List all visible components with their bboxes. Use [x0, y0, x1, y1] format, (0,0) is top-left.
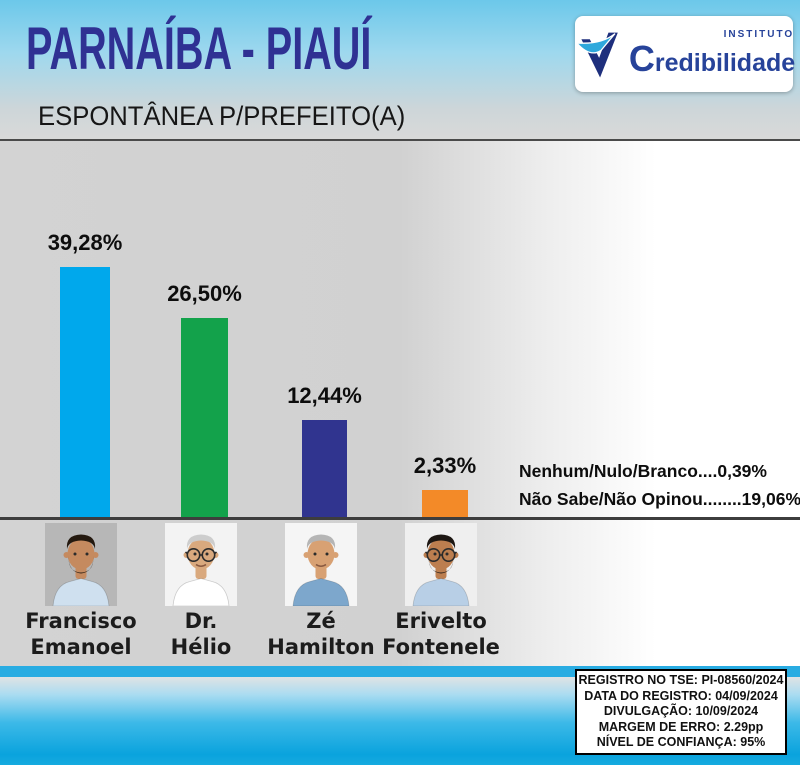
candidate-photo-3 — [405, 523, 477, 606]
logo-checkmark-icon — [573, 27, 629, 85]
candidate-name-line: Dr. — [184, 609, 218, 633]
candidate-avatar-icon — [405, 523, 477, 606]
bar-value-label-1: 26,50% — [167, 281, 242, 306]
tse-release-date-line: DIVULGAÇÃO: 10/09/2024 — [603, 704, 759, 719]
candidate-name-line: Zé — [306, 609, 336, 633]
tse-margin-line: MARGEM DE ERRO: 2.29pp — [598, 719, 764, 734]
candidate-name-line: Erivelto — [395, 609, 487, 633]
bar-2 — [302, 420, 347, 517]
tse-registration-box: REGISTRO NO TSE: PI-08560/2024 DATA DO R… — [575, 669, 787, 755]
candidate-name-0: Francisco Emanoel — [6, 608, 156, 660]
page-title: PARNAÍBA - PIAUÍ — [26, 15, 372, 82]
bar-1 — [181, 318, 228, 517]
candidate-avatar-icon — [285, 523, 357, 606]
candidate-avatar-icon — [165, 523, 237, 606]
logo-brand-label: Credibilidade — [628, 38, 796, 80]
candidate-name-line: Emanoel — [30, 635, 132, 659]
header-banner: PARNAÍBA - PIAUÍ ESPONTÂNEA P/PREFEITO(A… — [0, 0, 800, 139]
tse-confidence-line: NÍVEL DE CONFIANÇA: 95% — [596, 735, 766, 750]
bar-value-label-0: 39,28% — [47, 230, 123, 255]
candidate-name-line: Fontenele — [382, 635, 500, 659]
candidate-name-2: Zé Hamilton — [246, 608, 396, 660]
bar-0 — [60, 267, 110, 517]
tse-registry-line: REGISTRO NO TSE: PI-08560/2024 — [578, 673, 784, 688]
candidate-name-1: Dr. Hélio — [126, 608, 276, 660]
institute-logo: INSTITUTO Credibilidade — [573, 16, 795, 92]
candidate-photo-1 — [165, 523, 237, 606]
candidate-photo-0 — [45, 523, 117, 606]
bar-value-label-3: 2,33% — [413, 453, 477, 478]
candidate-avatar-icon — [45, 523, 117, 606]
logo-institute-label: INSTITUTO — [723, 29, 795, 41]
x-axis-line — [0, 517, 800, 520]
header-divider-line — [0, 139, 800, 141]
chart-annotations: Nenhum/Nulo/Branco....0,39% Não Sabe/Não… — [519, 457, 800, 513]
candidate-name-line: Hélio — [170, 635, 232, 659]
candidate-photo-2 — [285, 523, 357, 606]
tse-register-date-line: DATA DO REGISTRO: 04/09/2024 — [584, 688, 778, 703]
candidate-name-line: Francisco — [25, 609, 137, 633]
bar-3 — [422, 490, 468, 517]
candidate-name-line: Hamilton — [267, 635, 375, 659]
bar-value-label-2: 12,44% — [287, 383, 362, 408]
chart-subtitle: ESPONTÂNEA P/PREFEITO(A) — [38, 101, 406, 131]
cyan-stripe — [0, 666, 800, 677]
annotation-no-opinion: Não Sabe/Não Opinou........19,06% — [519, 489, 800, 509]
chart-region: Nenhum/Nulo/Branco....0,39% Não Sabe/Não… — [0, 141, 800, 666]
annotation-null-votes: Nenhum/Nulo/Branco....0,39% — [519, 461, 767, 481]
candidate-name-3: Erivelto Fontenele — [366, 608, 516, 660]
logo-text: INSTITUTO Credibilidade — [629, 30, 795, 78]
